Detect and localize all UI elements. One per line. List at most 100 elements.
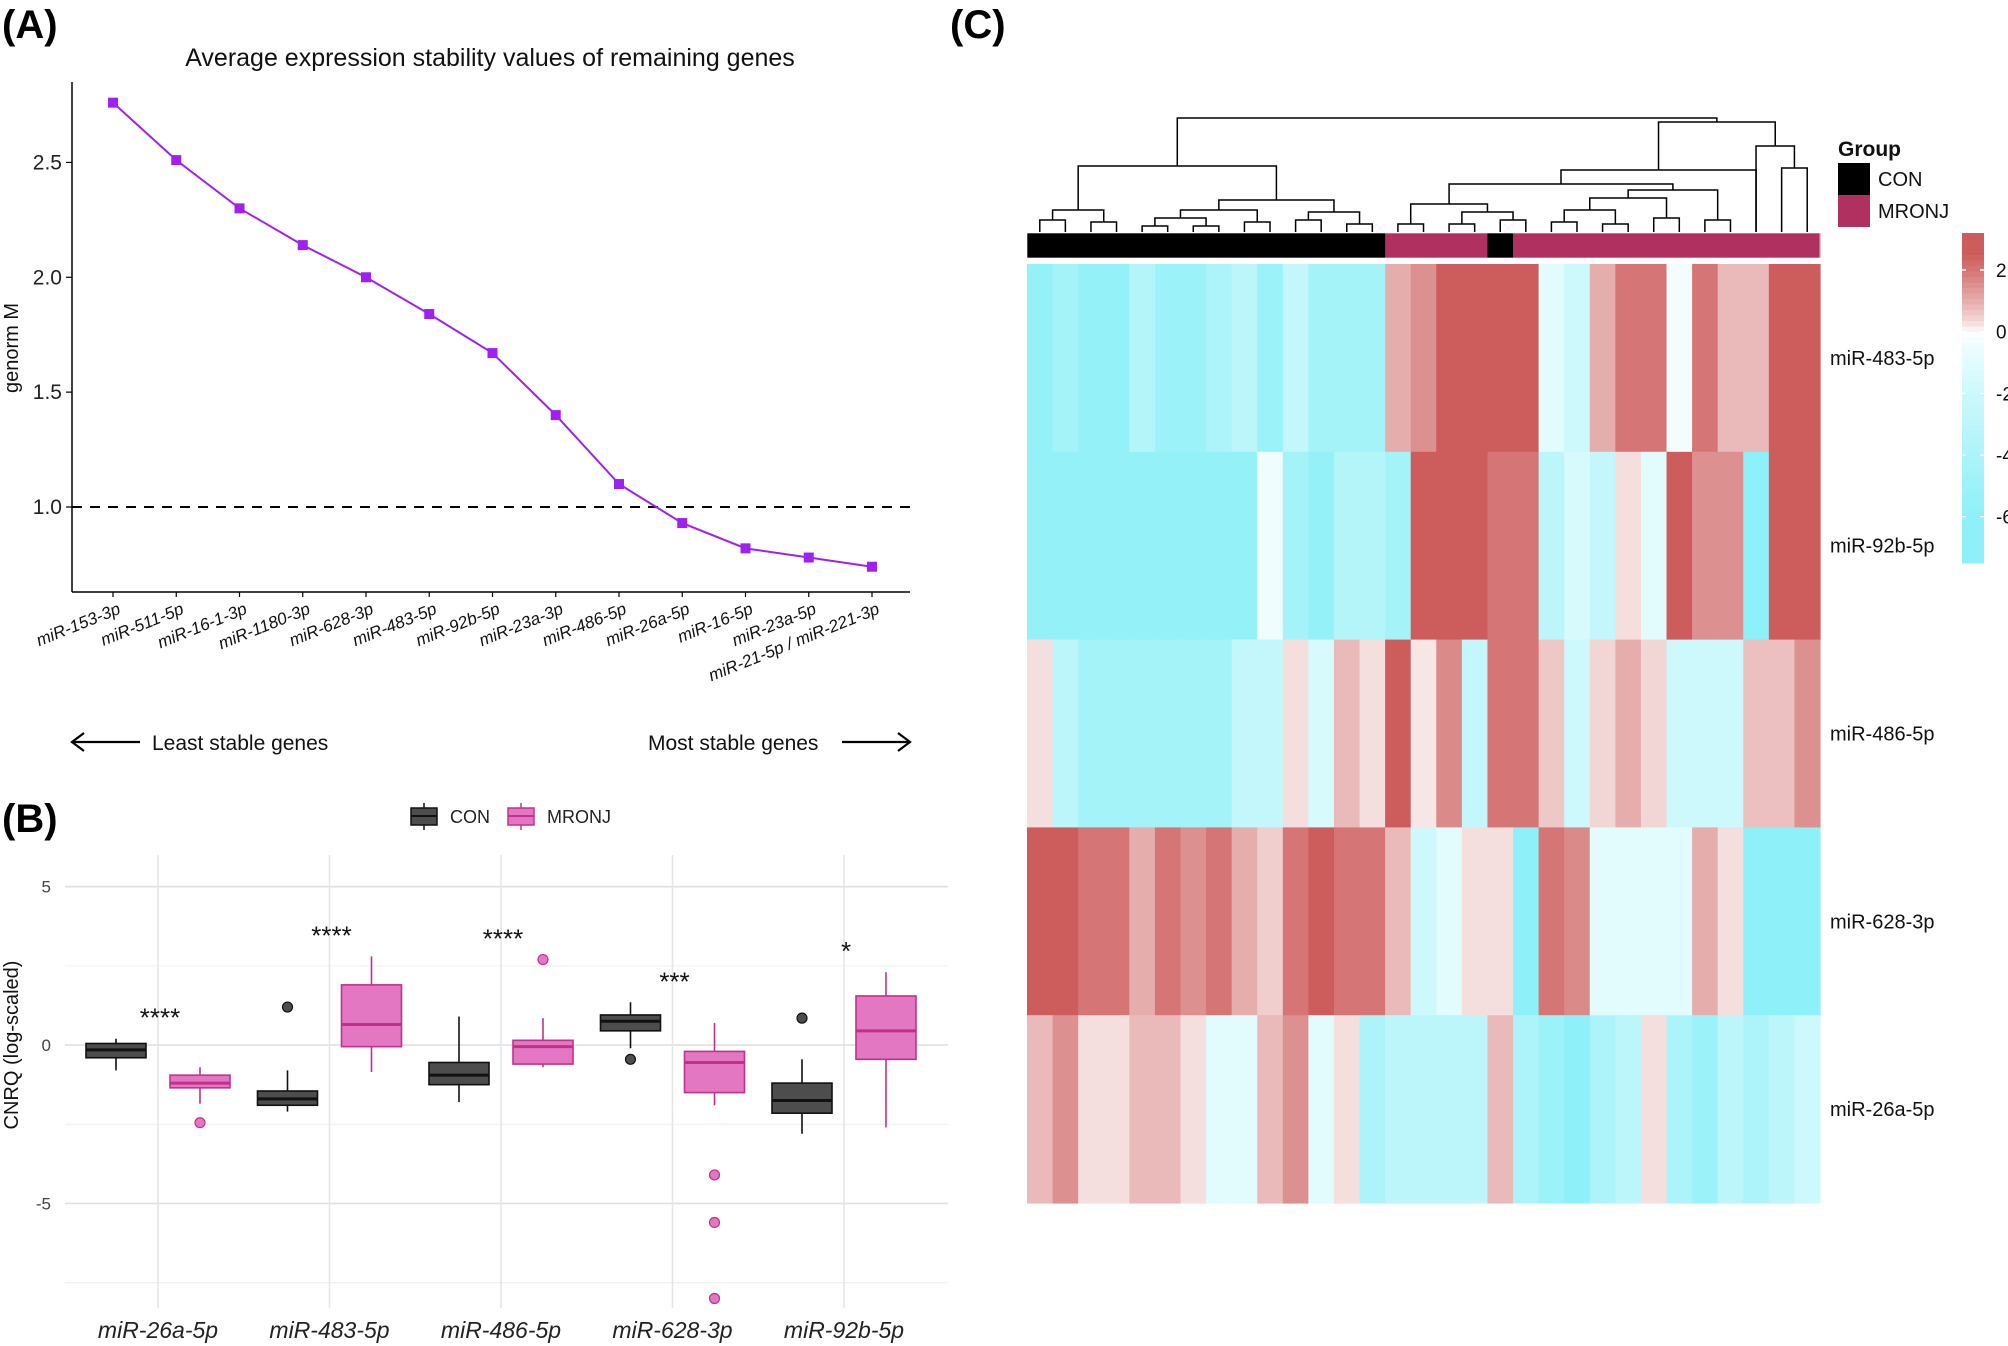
- heatmap-cell: [1717, 264, 1744, 453]
- colorbar-segment: [1962, 288, 1984, 295]
- heatmap-cell: [1206, 639, 1233, 828]
- heatmap-cell: [1436, 1015, 1463, 1204]
- heatmap-cell: [1794, 264, 1821, 453]
- chart-b-xtick-label: miR-26a-5p: [98, 1317, 218, 1343]
- colorbar-tick-label: -2: [1996, 384, 2008, 405]
- group-legend-title: Group: [1838, 138, 1901, 161]
- colorbar-segment: [1962, 392, 1984, 399]
- colorbar-segment: [1962, 255, 1984, 262]
- group-bar-cell: [1078, 233, 1105, 258]
- heatmap-cell: [1743, 639, 1770, 828]
- group-bar-cell: [1129, 233, 1156, 258]
- box-iqr: [855, 995, 917, 1061]
- heatmap-cell: [1052, 1015, 1079, 1204]
- group-bar-outline: [1026, 232, 1821, 259]
- right-arrow-head-icon: [897, 732, 912, 752]
- colorbar-segment: [1962, 387, 1984, 394]
- heatmap-cell: [1206, 264, 1233, 453]
- group-bar-cell: [1231, 233, 1258, 258]
- colorbar-segment: [1962, 420, 1984, 427]
- heatmap-cell: [1180, 639, 1207, 828]
- heatmap-cell: [1615, 1015, 1642, 1204]
- heatmap-cell: [1180, 451, 1207, 641]
- colorbar-segment: [1962, 546, 1984, 553]
- heatmap-cell: [1027, 264, 1054, 453]
- panel-b-box-chart: CON MRONJ CNRQ (log-scaled) 5 0 -5 miR-26a-…: [1, 803, 948, 1343]
- heatmap-cell: [1768, 1015, 1796, 1204]
- chart-a-point: [424, 309, 435, 320]
- heatmap-row-label: miR-483-5p: [1830, 348, 1934, 370]
- heatmap-cell: [1154, 451, 1182, 641]
- dendrogram-branch: [1192, 225, 1220, 232]
- chart-a-x-ticks: miR-153-3pmiR-511-5pmiR-16-1-3pmiR-1180-…: [34, 592, 882, 685]
- mronj-box: [169, 1067, 231, 1129]
- heatmap-cell: [1487, 264, 1514, 453]
- heatmap-cell: [1385, 264, 1412, 453]
- chart-a-point: [171, 155, 182, 166]
- heatmap-cell: [1231, 264, 1258, 453]
- heatmap-cell: [1052, 451, 1079, 641]
- heatmap-cell: [1589, 451, 1616, 641]
- dendrogram-branch: [1627, 189, 1719, 220]
- group-bar-cell: [1717, 233, 1744, 258]
- heatmap-cell: [1154, 827, 1182, 1016]
- group-bar-cell: [1794, 233, 1821, 258]
- heatmap-cell: [1385, 1015, 1412, 1204]
- chart-a-point: [297, 240, 308, 251]
- chart-b-ylabel: CNRQ (log-scaled): [1, 961, 23, 1130]
- heatmap-cell: [1308, 639, 1335, 828]
- heatmap-cells: [1027, 264, 1821, 1204]
- heatmap-cell: [1436, 827, 1463, 1016]
- colorbar-segment: [1962, 480, 1984, 487]
- heatmap-cell: [1768, 827, 1796, 1016]
- colorbar-segment: [1962, 464, 1984, 471]
- panel-c-heatmap: miR-483-5p miR-92b-5p miR-486-5p miR-628-3p…: [1026, 117, 2008, 1204]
- dendrogram-branch: [1461, 211, 1514, 224]
- colorbar-segment: [1962, 541, 1984, 548]
- heatmap-cell: [1257, 451, 1284, 641]
- legend-mronj-label: MRONJ: [547, 807, 611, 827]
- group-bar-cell: [1257, 233, 1284, 258]
- legend-con-label: CON: [450, 807, 490, 827]
- colorbar-segment: [1962, 409, 1984, 416]
- most-stable-label: Most stable genes: [648, 732, 818, 755]
- colorbar-segment: [1962, 403, 1984, 410]
- heatmap-colorbar: 2 0 -2 -4 -6: [1962, 233, 2008, 564]
- box-outlier: [708, 1216, 721, 1229]
- box-iqr: [683, 1050, 746, 1094]
- heatmap-cell: [1743, 1015, 1770, 1204]
- colorbar-segment: [1962, 442, 1984, 449]
- chart-a-axes: 1.0 1.5 2.0 2.5: [33, 82, 910, 593]
- heatmap-cell: [1103, 451, 1130, 641]
- colorbar-segment: [1962, 376, 1984, 383]
- heatmap-row-label: miR-628-3p: [1830, 911, 1934, 933]
- heatmap-row-label: miR-92b-5p: [1830, 536, 1934, 558]
- heatmap-cell: [1308, 827, 1335, 1016]
- dendrogram-branch: [1176, 117, 1718, 166]
- heatmap-cell: [1768, 451, 1796, 641]
- heatmap-cell: [1231, 827, 1258, 1016]
- heatmap-cell: [1538, 264, 1565, 453]
- box-iqr: [512, 1039, 574, 1065]
- heatmap-cell: [1078, 264, 1105, 453]
- con-box: [85, 1038, 147, 1071]
- heatmap-cell: [1257, 639, 1284, 828]
- colorbar-segment: [1962, 475, 1984, 482]
- heatmap-cell: [1078, 639, 1105, 828]
- box-iqr: [340, 984, 403, 1048]
- chart-a-ytick-label: 1.5: [33, 381, 62, 404]
- dendrogram-branch: [1090, 221, 1118, 232]
- left-arrow-head-icon: [70, 732, 85, 752]
- dendrogram-branch: [1780, 167, 1808, 232]
- group-bar-cell: [1513, 233, 1540, 258]
- mronj-box: [683, 1022, 746, 1305]
- heatmap-cell: [1615, 827, 1642, 1016]
- chart-b-xtick-label: miR-628-3p: [612, 1317, 732, 1343]
- heatmap-cell: [1538, 827, 1565, 1016]
- heatmap-cell: [1743, 451, 1770, 641]
- colorbar-segment: [1962, 497, 1984, 504]
- heatmap-cell: [1487, 451, 1514, 641]
- heatmap-cell: [1615, 264, 1642, 453]
- group-bar-cell: [1180, 233, 1207, 258]
- dendrogram-branch: [1409, 203, 1489, 224]
